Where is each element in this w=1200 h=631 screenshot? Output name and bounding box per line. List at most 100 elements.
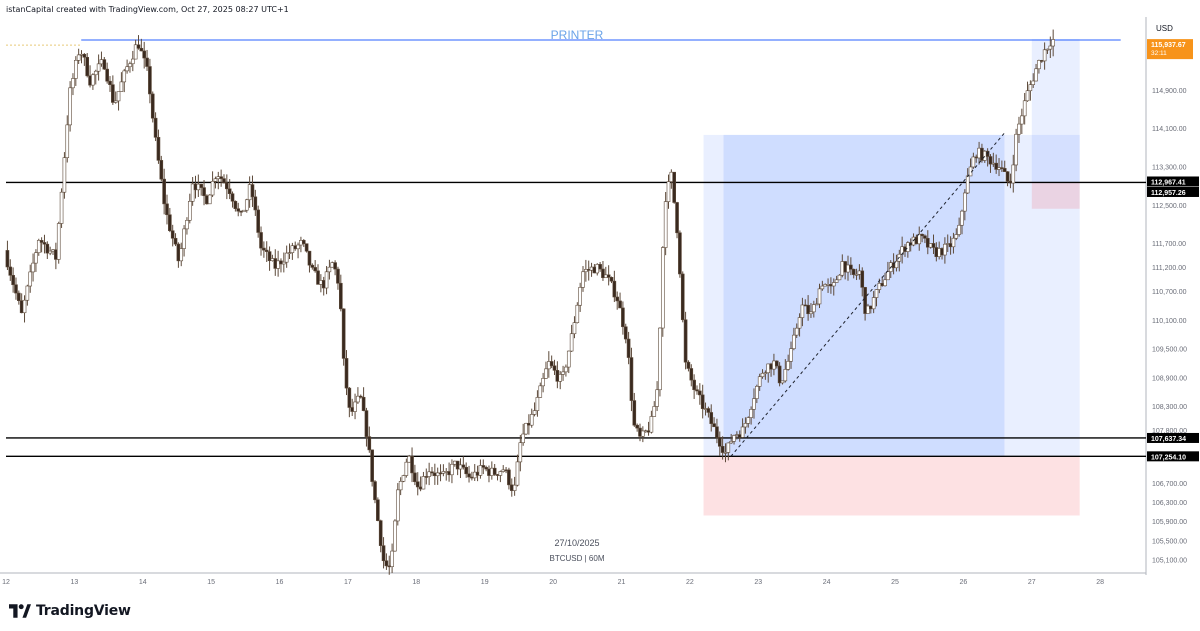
candle-body [287,252,292,254]
candle-body [168,214,172,232]
candle-body [581,271,585,288]
candle-body [780,380,785,384]
candle-body [712,423,716,428]
candle-body [726,442,731,453]
candle-body [22,299,27,314]
candle-body [994,162,998,170]
candle-body [951,237,956,248]
candle-body [401,475,406,482]
time-axis[interactable]: 12 13 14 15 16 17 18 19 20 21 22 23 24 25 26 27 28 [2,579,1104,586]
candle-body [301,240,306,244]
candle-body [635,424,639,429]
candle-body [746,417,751,424]
candle-body [598,264,602,270]
candle-body [877,283,882,290]
currency-label: USD [1156,24,1173,33]
candle-body [290,245,295,253]
candle-body [678,232,682,275]
candle-body [623,326,628,340]
profit-zone-0 [703,134,1080,457]
candle-body [136,44,141,49]
candle-body [210,181,215,196]
candle-body [615,296,620,302]
candle-body [358,395,363,398]
candle-body [145,57,149,67]
candle-body [142,50,146,59]
candle-body [344,358,349,389]
candle-body [56,223,61,260]
candle-body [863,287,867,314]
price-tick-label: 107,800.00 [1152,428,1187,435]
candle-body [28,271,33,287]
candle-body [675,202,679,234]
candle-body [415,481,420,488]
candle-body [233,200,238,209]
candle-body [680,273,685,321]
candle-body [159,160,164,180]
candle-body [25,285,30,301]
current-price-tag [1147,39,1193,60]
candle-body [752,398,756,410]
time-tick-label: 23 [754,579,762,586]
candle-body [566,350,571,368]
price-tick-label: 108,300.00 [1152,404,1187,411]
candle-body [1051,39,1055,47]
candle-body [632,400,637,426]
projection-line [730,132,1005,457]
candle-body [792,334,796,349]
candle-body [655,389,659,407]
candle-countdown-label: 32:11 [1151,50,1167,57]
loss-zone-0 [703,456,1080,516]
candle-body [413,472,417,483]
candle-body [324,271,329,289]
candle-body [814,303,819,306]
price-axis[interactable]: USD 114,900.00 114,100.00 113,300.00 112,500… [1147,24,1199,565]
candle-body [809,311,813,315]
price-tick-label: 106,300.00 [1152,500,1187,507]
candle-body [695,389,699,392]
candle-body [150,93,155,119]
candle-body [336,268,340,284]
candle-body [225,182,229,190]
candle-body [378,520,383,546]
candle-body [871,297,876,310]
time-tick-label: 22 [686,579,694,586]
time-tick-label: 16 [276,579,284,586]
candle-body [789,348,793,362]
candle-body [187,201,192,221]
candle-body [370,449,374,482]
tradingview-logo-icon [9,604,31,618]
candle-body [1037,60,1041,70]
level-price-tag-label: 107,254.10 [1151,454,1186,461]
candle-body [797,317,802,329]
candle-body [917,233,922,245]
time-tick-label: 15 [207,579,215,586]
candle-body [1025,90,1030,102]
candle-body [886,271,890,281]
price-tick-label: 105,100.00 [1152,558,1187,565]
candle-body [698,390,702,396]
tradingview-logo[interactable]: TradingView [9,603,131,619]
loss-zone-1 [1031,182,1080,209]
candle-body [310,264,315,268]
price-tick-label: 105,900.00 [1152,519,1187,526]
candle-body [467,473,471,478]
candles [5,29,1055,575]
candle-body [564,366,568,373]
level-price-tag-label: 112,967.41 [1151,179,1186,186]
candle-body [91,74,95,86]
time-tick-label: 14 [139,579,147,586]
candle-body [59,191,64,224]
position-zones [703,39,1080,516]
candle-body [116,91,121,102]
candle-body [34,252,38,264]
grid [0,17,1147,575]
candle-body [866,305,870,314]
candle-body [834,279,839,283]
candle-body [93,70,98,76]
candle-body [783,369,788,382]
candle-body [45,243,50,254]
candle-body [774,360,779,367]
candle-body [723,452,728,454]
